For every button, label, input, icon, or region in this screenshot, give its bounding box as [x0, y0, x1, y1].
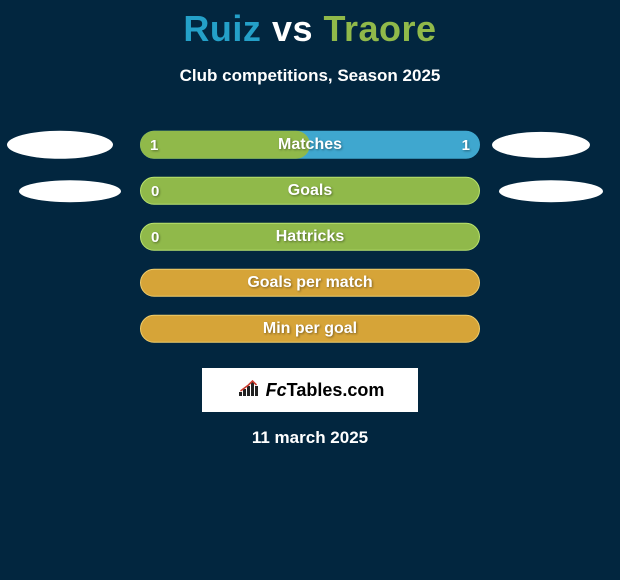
stat-value-left: 1 — [150, 131, 158, 159]
stat-bar: Goals per match — [140, 269, 480, 297]
stat-label: Hattricks — [141, 224, 479, 250]
stat-value-right: 1 — [462, 131, 470, 159]
stat-bar: Min per goal — [140, 315, 480, 343]
stat-bar: Goals0 — [140, 177, 480, 205]
stat-label: Matches — [140, 131, 480, 159]
decor-ellipse-right — [499, 180, 603, 202]
brand-logo: FcTables.com — [236, 378, 385, 403]
decor-ellipse-left — [7, 131, 113, 159]
decor-ellipse-left — [19, 180, 121, 202]
comparison-title: Ruiz vs Traore — [0, 0, 620, 50]
stat-label: Goals — [141, 178, 479, 204]
stat-bar: Hattricks0 — [140, 223, 480, 251]
stat-row: Goals per match — [0, 262, 620, 308]
stat-label: Goals per match — [141, 270, 479, 296]
brand-text: FcTables.com — [266, 380, 385, 401]
stat-value-left: 0 — [151, 178, 159, 204]
stat-row: Goals0 — [0, 170, 620, 216]
stat-row: Matches1 1 — [0, 124, 620, 170]
decor-ellipse-right — [492, 132, 590, 158]
brand-prefix: Fc — [266, 380, 287, 400]
player2-name: Traore — [324, 8, 437, 49]
subtitle: Club competitions, Season 2025 — [0, 66, 620, 86]
logo-box: FcTables.com — [202, 368, 418, 412]
date-text: 11 march 2025 — [0, 428, 620, 448]
stat-label: Min per goal — [141, 316, 479, 342]
stat-value-left: 0 — [151, 224, 159, 250]
vs-text: vs — [272, 8, 313, 49]
bars-icon — [236, 378, 262, 403]
stat-row: Hattricks0 — [0, 216, 620, 262]
player1-name: Ruiz — [183, 8, 261, 49]
stat-bar: Matches1 1 — [140, 131, 480, 159]
stat-row: Min per goal — [0, 308, 620, 354]
brand-rest: Tables.com — [287, 380, 385, 400]
stats-container: Matches11Goals0Hattricks0Goals per match… — [0, 124, 620, 354]
